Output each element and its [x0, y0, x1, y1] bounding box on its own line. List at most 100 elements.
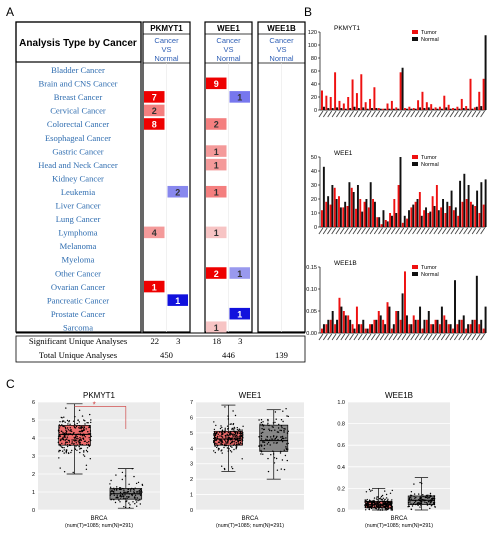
bar-normal: [375, 319, 378, 333]
jitter-point: [110, 493, 113, 495]
sig-count: 22: [150, 336, 159, 346]
jitter-point: [66, 430, 68, 432]
jitter-point: [285, 447, 287, 449]
jitter-point: [433, 498, 436, 500]
jitter-point: [272, 422, 275, 424]
jitter-point: [227, 415, 229, 417]
bar-tumor: [425, 102, 428, 110]
x-tick-label: [410, 333, 416, 341]
jitter-point: [368, 508, 371, 511]
jitter-point: [258, 445, 260, 447]
bar-tumor: [469, 78, 472, 110]
bar-normal: [471, 108, 474, 110]
jitter-point: [283, 428, 285, 430]
bar-normal: [335, 199, 338, 227]
y-tick-label: 20: [311, 197, 317, 203]
jitter-point: [73, 425, 75, 428]
y-tick-label: 3: [32, 454, 35, 460]
jitter-point: [237, 436, 239, 438]
cancer-label: Kidney Cancer: [52, 173, 104, 183]
box-plot-wee1b: 0.0 0.2 0.4 0.6 0.8 1.0 WEE1B BRCA(num(T)=1085;…: [337, 391, 450, 529]
jitter-point: [368, 488, 371, 491]
x-tick-label: [427, 110, 433, 118]
jitter-point: [239, 434, 242, 436]
jitter-point: [84, 436, 87, 438]
x-tick-label: [397, 333, 402, 341]
jitter-point: [233, 428, 235, 430]
bar-normal: [484, 35, 487, 110]
table-left-box: [15, 21, 142, 333]
x-tick-label: [420, 227, 426, 235]
x-tick-label: [340, 110, 346, 118]
y-tick-label: 4: [32, 436, 35, 442]
jitter-point: [81, 444, 84, 446]
jitter-point: [90, 419, 92, 421]
jitter-point: [238, 428, 240, 430]
bar-tumor: [457, 215, 460, 227]
jitter-point: [136, 505, 138, 507]
jitter-point: [370, 506, 373, 508]
jitter-point: [374, 507, 376, 509]
jitter-point: [224, 430, 226, 432]
jitter-point: [267, 422, 269, 424]
heat-cell-value: 2: [152, 106, 157, 116]
jitter-point: [236, 439, 238, 441]
bar-normal: [384, 324, 387, 333]
jitter-point: [412, 503, 415, 505]
jitter-point: [388, 504, 390, 506]
jitter-point: [124, 494, 126, 496]
jitter-point: [63, 425, 65, 428]
jitter-point: [216, 443, 218, 445]
jitter-point: [274, 437, 277, 440]
bar-normal: [445, 107, 448, 110]
x-tick-label: [397, 110, 402, 118]
col-sub-label: Cancer: [154, 36, 179, 45]
jitter-point: [285, 408, 287, 410]
x-tick-label: [336, 110, 341, 118]
jitter-point: [364, 499, 366, 501]
jitter-point: [140, 490, 142, 492]
jitter-point: [263, 428, 265, 431]
jitter-point: [215, 437, 217, 439]
bar-tumor: [364, 102, 367, 110]
jitter-point: [122, 497, 125, 499]
bar-normal: [454, 280, 456, 333]
jitter-point: [224, 443, 226, 445]
jitter-point: [59, 421, 61, 423]
jitter-point: [232, 444, 235, 446]
jitter-point: [66, 432, 68, 435]
bar-tumor: [369, 324, 372, 333]
jitter-point: [214, 443, 216, 445]
jitter-point: [280, 436, 282, 438]
bar-normal: [384, 108, 387, 110]
jitter-point: [235, 430, 237, 433]
x-tick-label: [437, 227, 443, 235]
x-tick-label: [407, 227, 413, 235]
bar-normal: [475, 106, 478, 110]
bar-tumor: [355, 93, 358, 110]
bar-normal: [401, 293, 404, 333]
jitter-point: [78, 425, 81, 427]
jitter-point: [269, 444, 271, 446]
bar-tumor: [372, 199, 374, 227]
legend-normal-label: Normal: [421, 272, 439, 278]
cancer-label: Other Cancer: [55, 268, 101, 278]
x-tick-label: [357, 110, 363, 118]
bar-tumor: [369, 98, 372, 110]
x-tick-label: [403, 227, 409, 235]
jitter-point: [259, 423, 261, 425]
bar-tumor: [360, 74, 363, 110]
jitter-point: [230, 445, 232, 448]
jitter-point: [221, 452, 223, 454]
jitter-point: [78, 421, 81, 423]
cancer-label: Cervical Cancer: [50, 106, 106, 116]
legend-normal-label: Normal: [421, 162, 439, 168]
jitter-point: [376, 501, 379, 503]
legend-tumor-swatch: [412, 155, 418, 159]
y-tick-label: 0.15: [306, 265, 317, 271]
jitter-point: [139, 499, 141, 501]
bar-tumor: [465, 199, 468, 227]
jitter-point: [76, 433, 78, 436]
bar-normal: [331, 185, 334, 227]
